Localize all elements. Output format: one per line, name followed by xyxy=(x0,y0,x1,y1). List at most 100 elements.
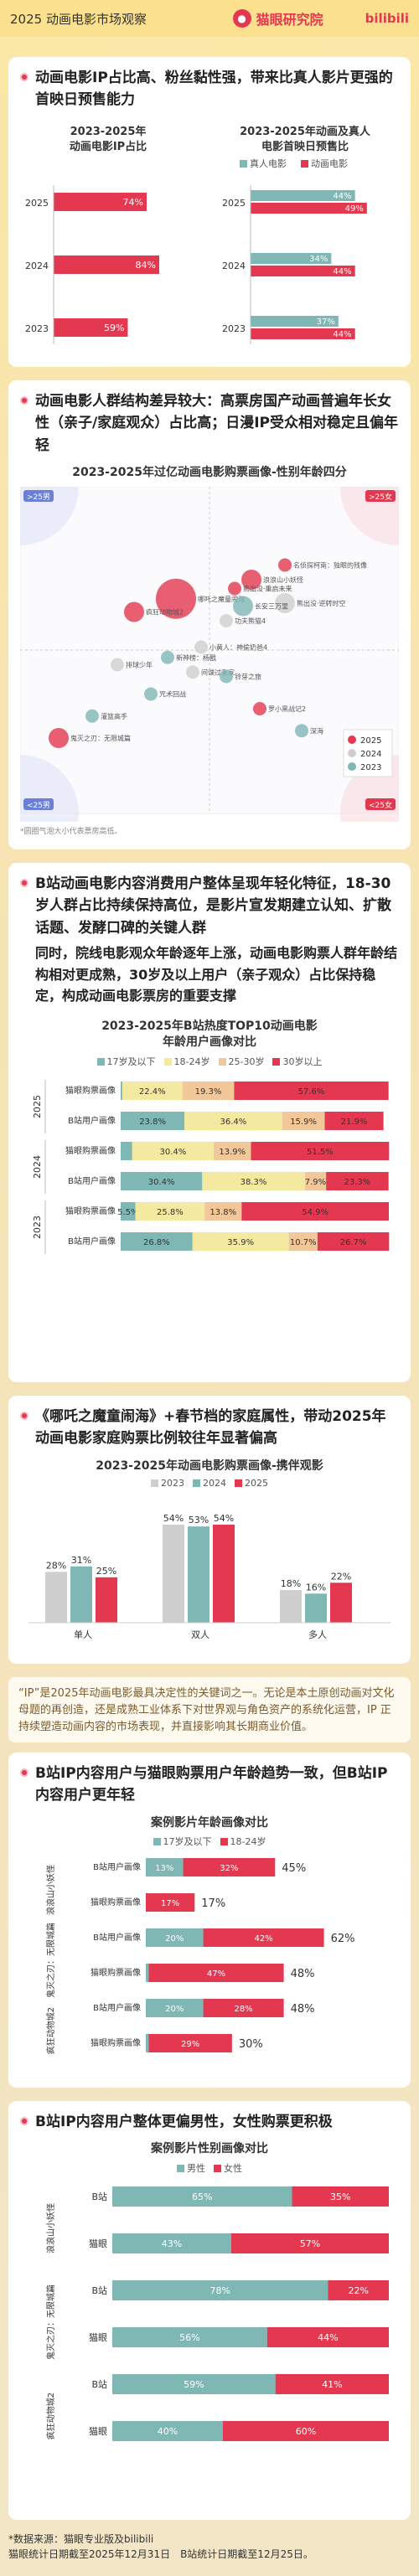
scatter-point xyxy=(85,709,99,723)
point-label: 间谍过家家 xyxy=(201,668,235,676)
group-label: 疯狂动物城2 xyxy=(45,2393,56,2439)
legend-item: 18-24岁 xyxy=(163,1055,210,1068)
bar xyxy=(54,192,147,211)
bar xyxy=(251,265,355,276)
data-label: 74% xyxy=(123,197,143,208)
tick-label: 双人 xyxy=(191,1629,210,1640)
data-label: 41% xyxy=(322,2379,342,2390)
data-label: 40% xyxy=(158,2426,178,2437)
headline-text: B站IP内容用户与猫眼购票用户年龄趋势一致，但B站IP内容用户更年轻 xyxy=(35,1765,388,1804)
year-label: 2024 xyxy=(32,1155,43,1179)
total-label: 30% xyxy=(239,2038,263,2051)
body-text: 同时，院线电影观众年龄逐年上涨，动画电影购票人群年龄结构相对更成熟，30岁及以上… xyxy=(35,945,398,1004)
bar-segment xyxy=(203,1999,284,2018)
data-label: 19.3% xyxy=(195,1087,222,1097)
data-label: 13.9% xyxy=(219,1148,246,1157)
tick-label: 猫眼 xyxy=(89,2238,107,2249)
point-label: 新神榜：杨戬 xyxy=(176,653,216,661)
point-label: 鬼灭之刃：无限城篇 xyxy=(70,734,131,742)
legend-label: 动画电影 xyxy=(311,158,348,169)
data-label: 5.5% xyxy=(117,1208,138,1217)
scatter-point xyxy=(111,658,124,672)
chart-title: 2023-2025年B站热度TOP10动画电影 年龄用户画像对比 xyxy=(101,1019,318,1050)
corner-label: <25女 xyxy=(369,800,392,810)
total-label: 62% xyxy=(331,1933,355,1945)
headline-text: 《哪吒之魔童闹海》+春节档的家庭属性，带动2025年动画电影家庭购票比例较往年显… xyxy=(35,1408,386,1448)
data-label: 20% xyxy=(165,2005,184,2014)
tick-label: 2023 xyxy=(25,323,49,334)
scatter-point xyxy=(275,592,295,613)
tick-label: B站用户画像 xyxy=(93,1932,141,1943)
data-label: 54% xyxy=(214,1513,234,1524)
bar xyxy=(163,1525,184,1624)
legend-swatch xyxy=(235,1479,242,1488)
data-label: 54% xyxy=(163,1513,184,1524)
chart-title: 案例影片年龄画像对比 xyxy=(151,1815,268,1830)
section-headline: 动画电影IP占比高、粉丝黏性强，带来比真人影片更强的首映日预售能力 xyxy=(20,67,399,111)
legend-swatch xyxy=(348,748,356,757)
bar-segment xyxy=(183,1858,276,1877)
section-audience: 动画电影人群结构差异较大：高票房国产动画普遍年长女性（亲子/家庭观众）占比高；日… xyxy=(0,380,419,872)
data-label: 44% xyxy=(318,2332,338,2343)
point-label: 深海 xyxy=(310,726,323,735)
bar-segment xyxy=(324,1112,384,1130)
bar-segment xyxy=(202,1172,305,1190)
data-label: 65% xyxy=(192,2191,212,2202)
legend-swatch xyxy=(272,1058,281,1066)
tick-label: B站 xyxy=(91,2191,107,2202)
brand-name: 猫眼研究院 xyxy=(256,12,323,28)
corner-label: <25男 xyxy=(27,801,50,810)
bar-segment xyxy=(230,2233,389,2253)
bar-segment xyxy=(146,2034,149,2053)
data-label: 49% xyxy=(345,204,364,214)
data-label: 26.7% xyxy=(340,1238,367,1247)
tick-label: 单人 xyxy=(74,1629,92,1640)
section-case-gender: B站IP内容用户整体更偏男性，女性购票更积极 案例影片性别画像对比 男性 女性 B… xyxy=(8,2101,411,2520)
tick-label: B站用户画像 xyxy=(93,1861,141,1872)
scatter-point xyxy=(161,650,174,664)
top-bar: 2025 动画电影市场观察 ● 猫眼研究院 bilibili xyxy=(0,0,419,37)
chart-legend: 17岁及以下 18-24岁 xyxy=(20,1835,399,1848)
data-label: 84% xyxy=(136,260,156,271)
bar-segment xyxy=(241,1202,389,1221)
page-title: 2025 动画电影市场观察 xyxy=(10,11,147,27)
bar-segment xyxy=(121,1172,203,1190)
tick-label: B站 xyxy=(91,2284,107,2296)
point-label: 咒术回战 xyxy=(159,689,186,698)
bar-segment xyxy=(192,1232,289,1251)
group-label: 疯狂动物城2 xyxy=(45,2007,56,2054)
data-label: 23.8% xyxy=(139,1118,166,1127)
bar-segment xyxy=(112,2326,267,2347)
bar xyxy=(251,315,339,327)
group-label: 浪浪山小妖怪 xyxy=(45,1865,56,1915)
data-label: 32% xyxy=(220,1864,238,1873)
legend-swatch xyxy=(153,1838,161,1846)
data-label: 42% xyxy=(254,1934,272,1944)
bar xyxy=(251,189,355,201)
bar-segment xyxy=(288,1232,318,1251)
scatter-point xyxy=(124,601,144,622)
data-label: 34% xyxy=(309,255,328,264)
section-case-age: B站IP内容用户与猫眼购票用户年龄趋势一致，但B站IP内容用户更年轻 案例影片年… xyxy=(8,1753,411,2088)
section-headline: B站IP内容用户与猫眼购票用户年龄趋势一致，但B站IP内容用户更年轻 xyxy=(20,1763,399,1807)
legend-swatch xyxy=(348,761,356,771)
data-label: 22% xyxy=(331,1572,351,1582)
tick-label: B站用户画像 xyxy=(68,1175,116,1186)
chart-title: 2023-2025年动画电影购票画像-携伴观影 xyxy=(96,1458,323,1473)
section-headline: 《哪吒之魔童闹海》+春节档的家庭属性，带动2025年动画电影家庭购票比例较往年显… xyxy=(20,1406,399,1450)
scatter-point xyxy=(220,669,233,684)
headline-text: B站IP内容用户整体更偏男性，女性购票更积极 xyxy=(35,2114,333,2130)
point-label: 熊出没·重启未来 xyxy=(243,584,292,592)
bar xyxy=(96,1577,117,1624)
legend-item: 2024 xyxy=(193,1478,226,1489)
legend-label: 2023 xyxy=(360,763,381,772)
headline-text: 动画电影IP占比高、粉丝黏性强，带来比真人影片更强的首映日预售能力 xyxy=(35,70,393,109)
total-label: 48% xyxy=(291,1968,315,1980)
bar-segment xyxy=(121,1202,136,1221)
point-label: 长安三万里 xyxy=(255,601,288,610)
footer-dates: 猫眼统计日期截至2025年12月31日 B站统计日期截至12月25日。 xyxy=(8,2548,313,2560)
data-label: 29% xyxy=(181,2040,199,2049)
corner-badge xyxy=(365,798,396,810)
data-label: 28% xyxy=(46,1561,66,1572)
